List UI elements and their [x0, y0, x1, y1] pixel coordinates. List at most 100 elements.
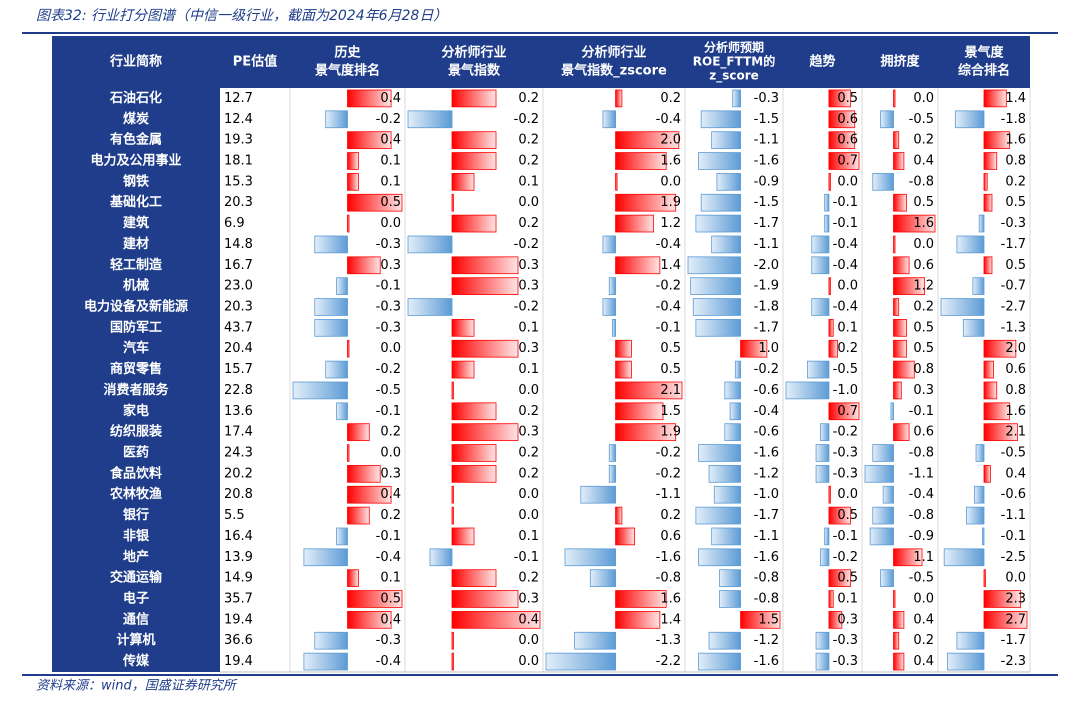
cell-value: 1.6	[1005, 133, 1026, 148]
cell-value: 1.9	[660, 425, 681, 440]
data-bar	[819, 548, 830, 567]
cell-value: -0.2	[514, 237, 539, 252]
cell-value: 0.0	[913, 592, 934, 607]
cell-value: -0.2	[656, 279, 681, 294]
data-bar	[451, 381, 454, 400]
pe-value: 20.4	[224, 341, 253, 356]
cell-value: 0.2	[518, 571, 539, 586]
cell-value: 0.1	[518, 529, 539, 544]
data-bar	[615, 173, 618, 191]
cell-value: 0.3	[518, 258, 539, 273]
column-header: 分析师行业	[441, 45, 506, 61]
pe-value: 20.2	[224, 466, 253, 481]
data-bar	[347, 131, 392, 149]
data-bar	[545, 652, 616, 671]
data-bar	[966, 506, 985, 525]
cell-value: 0.6	[1005, 362, 1026, 377]
cell-value: -0.5	[909, 112, 934, 127]
cell-value: 0.0	[380, 216, 401, 231]
cell-value: -0.5	[909, 571, 934, 586]
data-bar	[893, 298, 900, 316]
cell-value: -0.2	[376, 362, 401, 377]
data-bar	[978, 214, 985, 233]
cell-value: -0.4	[656, 112, 681, 127]
cell-value: -0.8	[909, 174, 934, 189]
pe-value: 23.0	[224, 279, 253, 294]
data-bar	[983, 89, 1007, 108]
data-bar	[451, 631, 454, 650]
cell-value: 0.2	[913, 300, 934, 315]
data-bar	[716, 173, 741, 191]
cell-value: -0.1	[833, 529, 858, 544]
column-header: 行业简称	[109, 54, 162, 70]
column-header: 拥挤度	[880, 54, 920, 70]
data-bar	[612, 319, 616, 337]
cell-value: -1.7	[1001, 237, 1026, 252]
data-bar	[956, 235, 985, 254]
cell-value: -1.7	[754, 216, 779, 231]
cell-value: -2.5	[1001, 550, 1026, 565]
data-bar	[615, 89, 623, 108]
cell-value: 0.6	[913, 425, 934, 440]
data-bar	[815, 631, 830, 650]
pe-value: 20.3	[224, 300, 253, 315]
row-name: 建材	[123, 236, 149, 252]
cell-value: -0.3	[833, 466, 858, 481]
data-bar	[347, 173, 359, 191]
cell-value: 0.4	[380, 487, 401, 502]
data-bar	[429, 548, 453, 567]
data-bar	[451, 527, 475, 546]
pe-value: 5.5	[224, 508, 245, 523]
data-bar	[893, 611, 905, 629]
cell-value: -0.3	[376, 237, 401, 252]
data-bar	[325, 360, 348, 379]
data-bar	[732, 89, 741, 108]
cell-value: -0.1	[833, 216, 858, 231]
cell-value: -1.1	[909, 466, 934, 481]
cell-value: 0.0	[518, 383, 539, 398]
data-bar	[708, 631, 741, 650]
cell-value: 0.0	[518, 487, 539, 502]
cell-value: 0.5	[913, 341, 934, 356]
cell-value: 2.0	[1005, 341, 1026, 356]
cell-value: -1.6	[754, 154, 779, 169]
data-bar	[451, 402, 497, 421]
pe-value: 16.4	[224, 529, 253, 544]
row-name: 银行	[123, 507, 149, 523]
data-bar	[615, 152, 667, 170]
cell-value: -0.3	[833, 633, 858, 648]
cell-value: 0.2	[660, 508, 681, 523]
data-bar	[962, 319, 985, 337]
data-bar	[983, 590, 1022, 608]
cell-value: -0.1	[376, 529, 401, 544]
data-bar	[708, 465, 741, 483]
data-bar	[451, 193, 454, 212]
data-bar	[347, 193, 403, 212]
cell-value: 0.1	[380, 571, 401, 586]
cell-value: -1.3	[1001, 320, 1026, 335]
data-bar	[711, 527, 741, 546]
cell-value: 1.9	[660, 195, 681, 210]
cell-value: -1.6	[754, 550, 779, 565]
data-bar	[864, 465, 894, 483]
cell-value: -2.0	[754, 258, 779, 273]
pe-value: 14.8	[224, 237, 253, 252]
cell-value: 1.0	[758, 341, 779, 356]
cell-value: 0.0	[518, 633, 539, 648]
row-name: 煤炭	[123, 111, 149, 127]
cell-value: -0.9	[754, 174, 779, 189]
data-bar	[347, 590, 403, 608]
data-bar	[872, 506, 894, 525]
row-name: 医药	[123, 445, 149, 461]
data-bar	[828, 611, 843, 629]
cell-value: -1.6	[754, 446, 779, 461]
cell-value: 0.0	[837, 279, 858, 294]
cell-value: -0.8	[909, 446, 934, 461]
data-bar	[872, 444, 894, 462]
data-bar	[451, 214, 497, 233]
data-bar	[615, 590, 667, 608]
cell-value: 0.0	[837, 487, 858, 502]
data-bar	[407, 298, 453, 316]
cell-value: 0.4	[913, 154, 934, 169]
data-bar	[811, 256, 830, 275]
